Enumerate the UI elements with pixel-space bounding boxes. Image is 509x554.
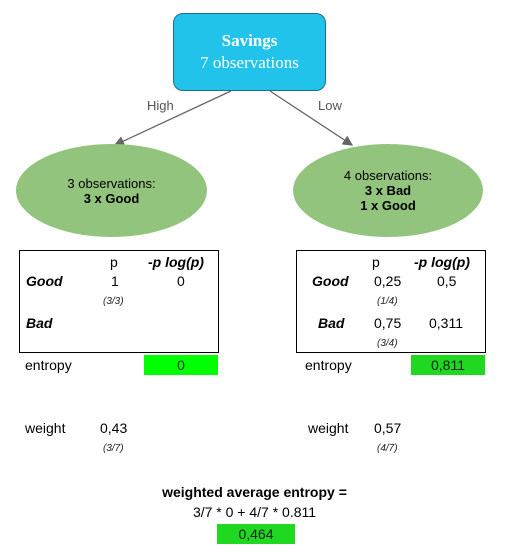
right-row-good-p: 0,25 xyxy=(374,273,402,289)
weighted-average-result: 0,464 xyxy=(217,524,295,544)
edge-label-low: Low xyxy=(318,98,342,113)
left-weight-frac: (3/7) xyxy=(103,443,124,454)
right-entropy-label: entropy xyxy=(305,357,352,373)
left-weight-value: 0,43 xyxy=(100,420,128,436)
edge-label-high: High xyxy=(147,98,174,113)
right-entropy-value: 0,811 xyxy=(411,355,485,375)
right-weight-frac: (4/7) xyxy=(377,443,398,454)
leaf-high-count: 3 observations: xyxy=(67,175,156,191)
leaf-node-high: 3 observations: 3 x Good xyxy=(16,144,207,237)
right-row-bad-frac: (3/4) xyxy=(377,338,398,349)
right-row-good-plogp: 0,5 xyxy=(437,273,457,289)
edge-low xyxy=(269,90,354,146)
left-weight-label: weight xyxy=(25,420,66,436)
left-entropy-value: 0 xyxy=(144,355,218,375)
right-col-p: p xyxy=(372,254,380,270)
left-row-good-p: 1 xyxy=(111,273,119,289)
right-probability-table xyxy=(296,250,486,353)
right-weight-value: 0,57 xyxy=(374,420,402,436)
right-weight-label: weight xyxy=(308,420,349,436)
left-col-plogp: -p log(p) xyxy=(148,254,204,270)
right-row-bad-label: Bad xyxy=(318,315,345,331)
left-row-good-label: Good xyxy=(26,273,63,289)
left-probability-table xyxy=(19,250,219,353)
edge-high xyxy=(113,90,232,146)
right-col-plogp: -p log(p) xyxy=(414,254,470,270)
right-row-bad-plogp: 0,311 xyxy=(429,315,463,331)
weighted-average-formula: 3/7 * 0 + 4/7 * 0.811 xyxy=(192,504,317,520)
left-row-bad-label: Bad xyxy=(26,315,53,331)
leaf-low-count: 4 observations: xyxy=(343,168,433,183)
root-subtitle: 7 observations xyxy=(200,53,299,72)
leaf-low-bad: 3 x Bad xyxy=(364,183,412,198)
left-entropy-label: entropy xyxy=(25,357,72,373)
leaf-high-good: 3 x Good xyxy=(83,190,140,206)
weighted-average-title: weighted average entropy = xyxy=(162,484,347,500)
right-row-bad-p: 0,75 xyxy=(374,315,402,331)
left-col-p: p xyxy=(110,254,118,270)
root-node: Savings 7 observations xyxy=(173,13,326,91)
root-title: Savings xyxy=(221,31,278,50)
leaf-node-low: 4 observations: 3 x Bad 1 x Good xyxy=(293,144,483,237)
right-row-good-frac: (1/4) xyxy=(377,296,398,307)
left-row-good-plogp: 0 xyxy=(177,273,185,289)
left-row-good-frac: (3/3) xyxy=(103,296,124,307)
right-row-good-label: Good xyxy=(312,273,349,289)
leaf-low-good: 1 x Good xyxy=(360,198,416,213)
